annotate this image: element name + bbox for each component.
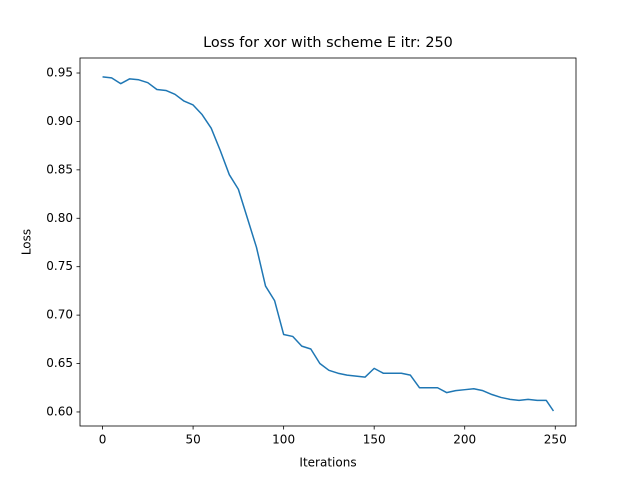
x-tick-label: 50 <box>185 433 200 447</box>
y-tick-label: 0.90 <box>46 114 73 128</box>
x-tick-label: 250 <box>544 433 567 447</box>
plot-frame <box>79 57 577 427</box>
x-tick-label: 100 <box>272 433 295 447</box>
x-tick-label: 200 <box>453 433 476 447</box>
y-tick-label: 0.60 <box>46 404 73 418</box>
line <box>102 76 555 412</box>
chart-title: Loss for xor with scheme E itr: 250 <box>203 35 453 51</box>
y-tick-label: 0.95 <box>46 66 73 80</box>
y-tick-label: 0.75 <box>46 259 73 273</box>
y-tick-label: 0.65 <box>46 356 73 370</box>
x-axis-label: Iterations <box>299 456 356 470</box>
y-tick-label: 0.80 <box>46 211 73 225</box>
x-tick-label: 150 <box>363 433 386 447</box>
y-axis-label: Loss <box>20 229 34 255</box>
y-tick-label: 0.85 <box>46 162 73 176</box>
x-tick-label: 0 <box>99 433 107 447</box>
y-tick-label: 0.70 <box>46 308 73 322</box>
